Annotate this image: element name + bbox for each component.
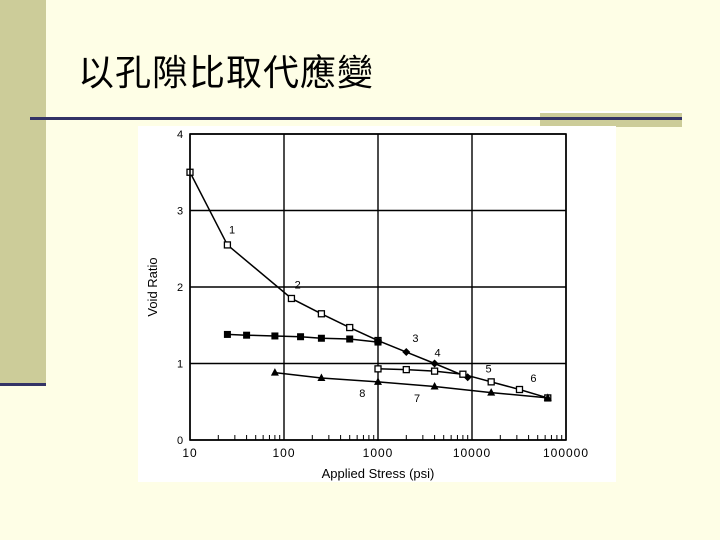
- data-point: [243, 331, 251, 339]
- series-layer: [186, 168, 552, 402]
- title-underline: [30, 117, 540, 120]
- curve-number-label: 2: [295, 280, 301, 292]
- data-point: [430, 359, 439, 368]
- data-point: [317, 334, 325, 342]
- void-ratio-chart: 10 100 1000 10000 100000 0 1 2 3 4 Applied Stress…: [145, 129, 589, 481]
- data-point: [402, 348, 411, 357]
- curve-number-label: 4: [434, 348, 440, 360]
- x-tick-label: 1000: [363, 446, 394, 460]
- side-decor-line: [0, 383, 46, 386]
- data-point: [515, 385, 524, 394]
- data-point: [543, 393, 552, 401]
- curve-number-label: 1: [229, 224, 235, 236]
- x-tick-label: 10000: [453, 446, 491, 460]
- series-line: [274, 371, 548, 399]
- data-point: [270, 368, 279, 376]
- series-line: [189, 171, 379, 342]
- axes: 10 100 1000 10000 100000 0 1 2 3 4: [177, 129, 589, 460]
- data-point: [430, 381, 439, 390]
- curve-number-label: 8: [359, 388, 365, 400]
- y-tick-label: 2: [177, 282, 183, 294]
- x-tick-label: 10: [182, 446, 197, 460]
- data-point: [346, 335, 354, 343]
- title-underline-accent-line: [540, 117, 682, 120]
- data-point: [487, 378, 495, 386]
- y-axis-label: Void Ratio: [145, 257, 160, 316]
- data-point: [223, 330, 231, 338]
- y-tick-label: 4: [177, 129, 183, 141]
- curve-number-label: 7: [414, 393, 420, 405]
- data-point: [271, 332, 279, 340]
- x-axis-label: Applied Stress (psi): [322, 466, 435, 481]
- y-tick-label: 0: [177, 435, 183, 447]
- data-point: [374, 365, 382, 373]
- data-point: [317, 310, 326, 318]
- data-point: [459, 370, 467, 378]
- data-point: [297, 333, 305, 341]
- x-tick-label: 100000: [543, 446, 589, 460]
- plot-frame: [189, 133, 567, 441]
- data-point: [287, 294, 296, 303]
- y-tick-label: 3: [177, 206, 183, 218]
- curve-number-label: 3: [412, 333, 418, 345]
- x-tick-label: 100: [272, 446, 295, 460]
- chart-panel: 10 100 1000 10000 100000 0 1 2 3 4 Applied Stress…: [138, 126, 616, 482]
- data-point: [346, 323, 354, 332]
- y-tick-label: 1: [177, 359, 183, 371]
- curve-number-label: 6: [530, 373, 536, 385]
- slide-title: 以孔隙比取代應變: [78, 53, 375, 94]
- data-point: [402, 365, 410, 374]
- data-point: [223, 241, 232, 249]
- data-point: [374, 338, 382, 346]
- data-point: [430, 367, 439, 375]
- curve-number-label: 5: [485, 364, 491, 376]
- data-point: [317, 373, 326, 382]
- data-point: [487, 388, 496, 396]
- labels: Applied Stress (psi) Void Ratio 1 2 3 4 5 6 8 7: [145, 224, 536, 481]
- series-line: [377, 339, 468, 378]
- data-point: [374, 377, 382, 385]
- side-decor-band: [0, 0, 46, 384]
